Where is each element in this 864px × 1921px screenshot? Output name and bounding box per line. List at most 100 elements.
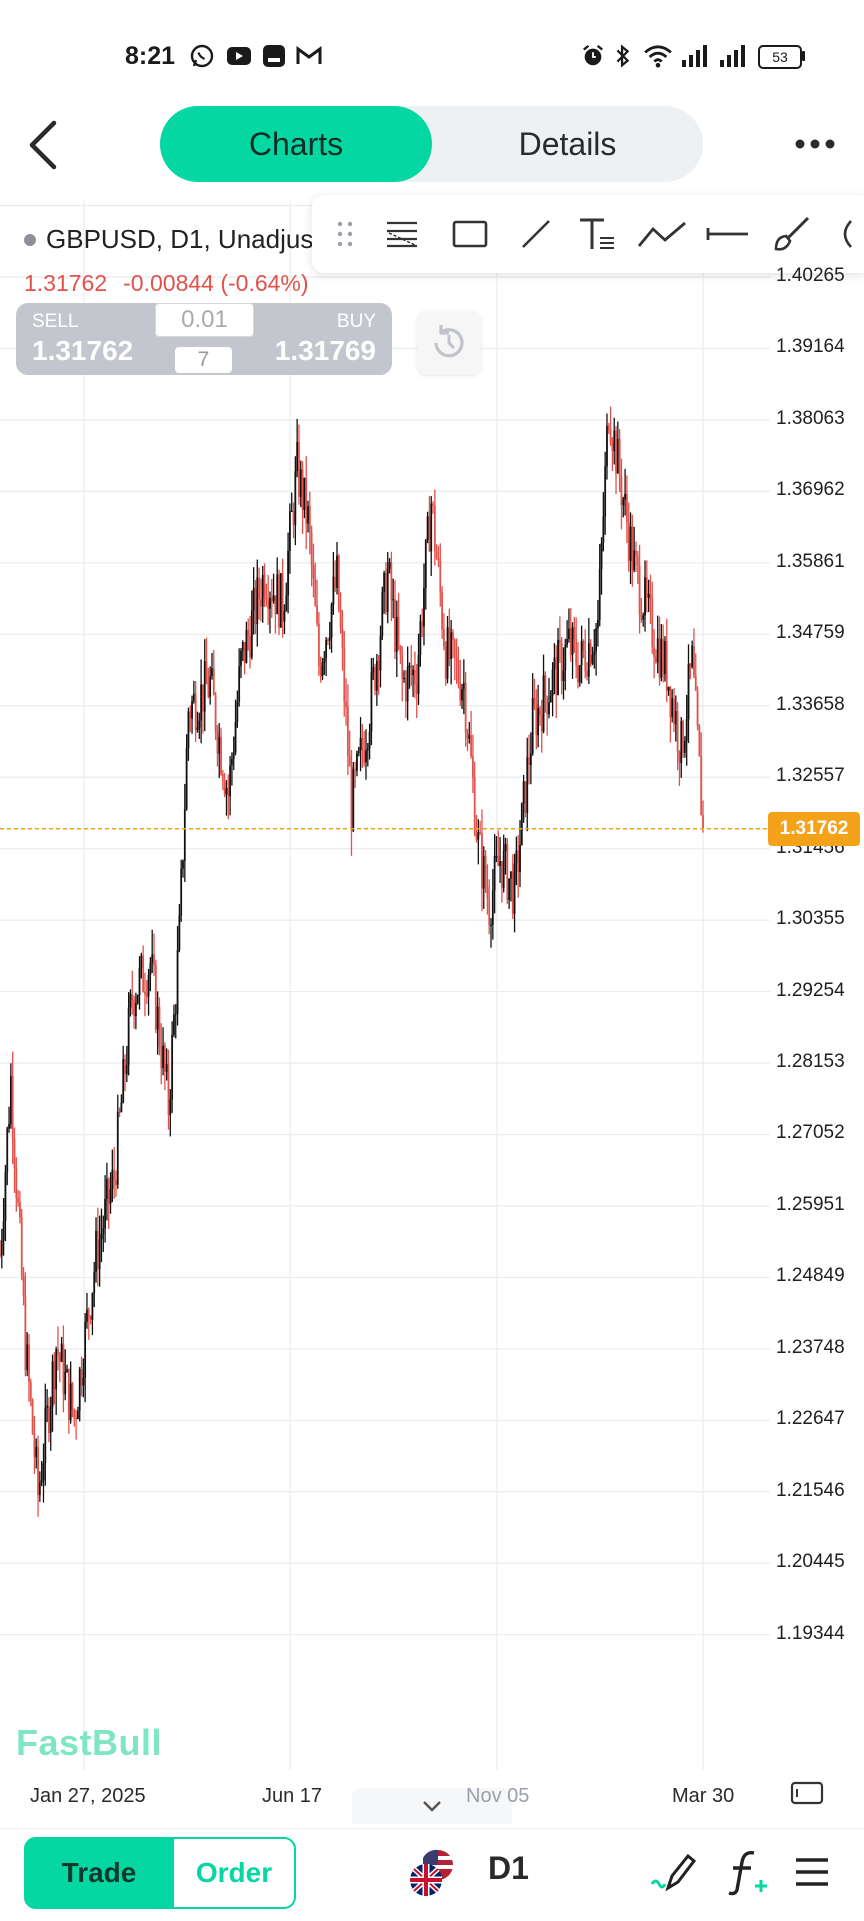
price-tick-label: 1.22647 <box>776 1408 845 1430</box>
candle-body <box>95 1230 97 1272</box>
candle-body <box>91 1293 94 1320</box>
horizontal-line-icon[interactable] <box>702 195 754 273</box>
currency-flags-icon[interactable] <box>406 1848 458 1898</box>
candle-body <box>218 736 221 754</box>
candle-body <box>330 604 333 638</box>
timeframe-selector[interactable]: D1 <box>488 1850 529 1886</box>
candle-body <box>57 1348 59 1356</box>
candle-body <box>341 628 344 649</box>
signal-icon <box>682 45 707 67</box>
collapse-handle[interactable] <box>352 1788 512 1824</box>
menu-button[interactable] <box>792 1852 832 1892</box>
candle-body <box>8 1124 10 1129</box>
candle-body <box>158 1006 161 1048</box>
tab-details[interactable]: Details <box>518 125 617 162</box>
candle-body <box>234 722 237 753</box>
candle-body <box>185 748 188 810</box>
candle-body <box>493 856 496 891</box>
candle-body <box>597 619 599 629</box>
candle-body <box>562 670 565 682</box>
candle-body <box>528 757 530 766</box>
candle-body <box>19 1202 21 1218</box>
candle-body <box>198 720 201 728</box>
candle-body <box>403 677 405 680</box>
candle-body <box>464 682 467 733</box>
price-tick-label: 1.30355 <box>776 908 845 930</box>
candle-body <box>642 615 645 620</box>
candle-body <box>587 643 590 677</box>
candle-body <box>671 698 674 718</box>
candle-body <box>225 787 228 795</box>
candle-body <box>388 562 391 569</box>
candle-body <box>89 1316 92 1320</box>
candle-body <box>546 697 549 715</box>
indicators-button[interactable] <box>724 1848 772 1896</box>
brush-icon[interactable] <box>764 195 820 273</box>
trend-line-icon[interactable] <box>508 195 564 273</box>
candle-body <box>192 693 195 702</box>
candle-body <box>169 1099 172 1115</box>
candle-body <box>551 669 554 696</box>
order-button[interactable]: Order <box>195 1857 273 1888</box>
text-icon[interactable] <box>570 195 626 273</box>
candle-body <box>129 993 132 1008</box>
candle-body <box>502 851 505 888</box>
candle-body <box>69 1383 72 1420</box>
candle-body <box>410 665 413 676</box>
candle-body <box>231 758 233 766</box>
lot-size-input[interactable]: 0.01 <box>155 303 254 337</box>
path-icon[interactable] <box>632 195 692 273</box>
candle-body <box>370 672 373 732</box>
drag-handle-icon[interactable] <box>330 195 360 273</box>
price-chart[interactable] <box>0 200 864 1840</box>
tab-charts[interactable]: Charts <box>160 106 432 182</box>
candle-body <box>578 665 581 683</box>
candle-body <box>691 645 694 667</box>
youtube-icon <box>227 47 251 65</box>
candle-body <box>548 702 550 715</box>
candle-body <box>133 999 135 1017</box>
candle-body <box>250 610 253 658</box>
candle-body <box>542 675 545 732</box>
candle-body <box>640 614 643 620</box>
candle-body <box>66 1369 68 1372</box>
candle-body <box>77 1411 79 1420</box>
candle-body <box>332 576 335 605</box>
vertical-grid <box>83 200 704 1770</box>
candle-body <box>479 832 482 834</box>
trade-button[interactable]: Trade <box>24 1837 174 1909</box>
reset-chart-button[interactable] <box>417 311 481 375</box>
candle-body <box>173 1014 175 1035</box>
buy-price[interactable]: 1.31769 <box>274 335 376 366</box>
back-button[interactable] <box>20 115 70 175</box>
candle-body <box>653 647 655 658</box>
status-bar: 8:21 53 <box>0 0 864 110</box>
candle-body <box>517 850 520 872</box>
landscape-button[interactable] <box>790 1780 824 1806</box>
bluetooth-icon <box>616 44 630 68</box>
sell-price[interactable]: 1.31762 <box>32 335 134 366</box>
lot-count: 7 <box>175 347 232 373</box>
drawing-tools-button[interactable] <box>648 1850 700 1894</box>
candle-body <box>319 665 322 677</box>
sell-label[interactable]: SELL <box>32 311 79 332</box>
candle-body <box>573 627 576 639</box>
status-time: 8:21 <box>125 42 176 70</box>
buy-label[interactable]: BUY <box>336 311 376 332</box>
candle-body <box>665 641 668 691</box>
candle-body <box>93 1271 96 1294</box>
more-options-button[interactable] <box>790 124 840 164</box>
candle-body <box>696 690 699 726</box>
candle-body <box>430 503 433 552</box>
candle-body <box>676 711 679 752</box>
arc-icon[interactable] <box>830 195 860 273</box>
rectangle-icon[interactable] <box>440 195 500 273</box>
candle-body <box>491 890 494 925</box>
candle-body <box>48 1405 50 1434</box>
alarm-icon <box>583 44 603 66</box>
fib-retracement-icon[interactable] <box>376 195 428 273</box>
candle-body <box>298 442 300 498</box>
symbol-info[interactable]: GBPUSD, D1, Unadjus <box>24 224 313 255</box>
candle-body <box>580 641 583 666</box>
candle-body <box>254 587 257 625</box>
